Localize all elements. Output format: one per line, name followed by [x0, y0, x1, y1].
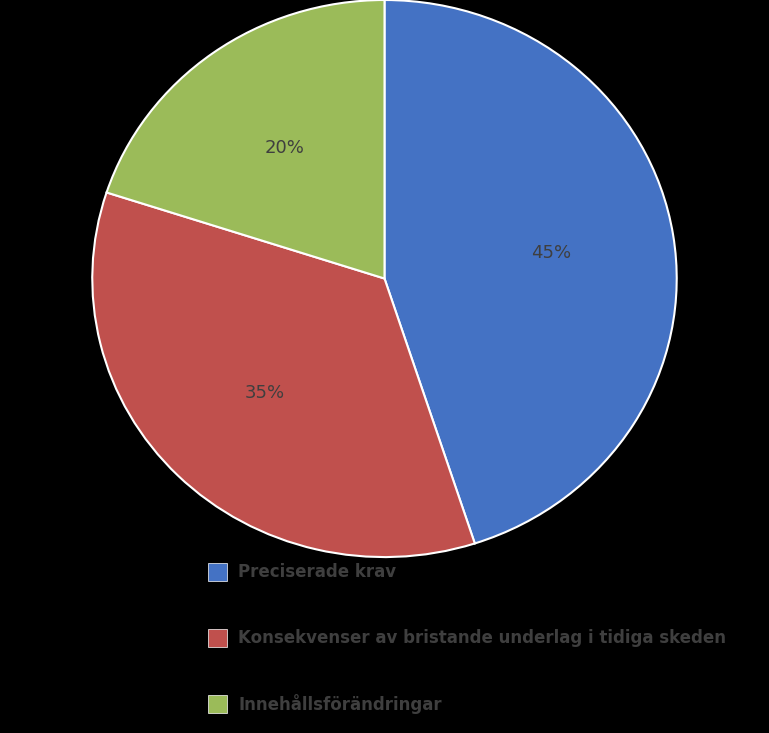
Bar: [208, 563, 227, 581]
Bar: [208, 628, 227, 647]
Text: Konsekvenser av bristande underlag i tidiga skeden: Konsekvenser av bristande underlag i tid…: [238, 629, 727, 647]
Wedge shape: [92, 193, 474, 557]
Text: Innehållsförändringar: Innehållsförändringar: [238, 693, 442, 714]
Wedge shape: [107, 0, 384, 279]
Text: 45%: 45%: [531, 244, 571, 262]
Text: 35%: 35%: [245, 383, 285, 402]
Bar: [208, 695, 227, 712]
Wedge shape: [384, 0, 677, 543]
Text: Preciserade krav: Preciserade krav: [238, 563, 397, 581]
Text: 20%: 20%: [265, 139, 305, 157]
